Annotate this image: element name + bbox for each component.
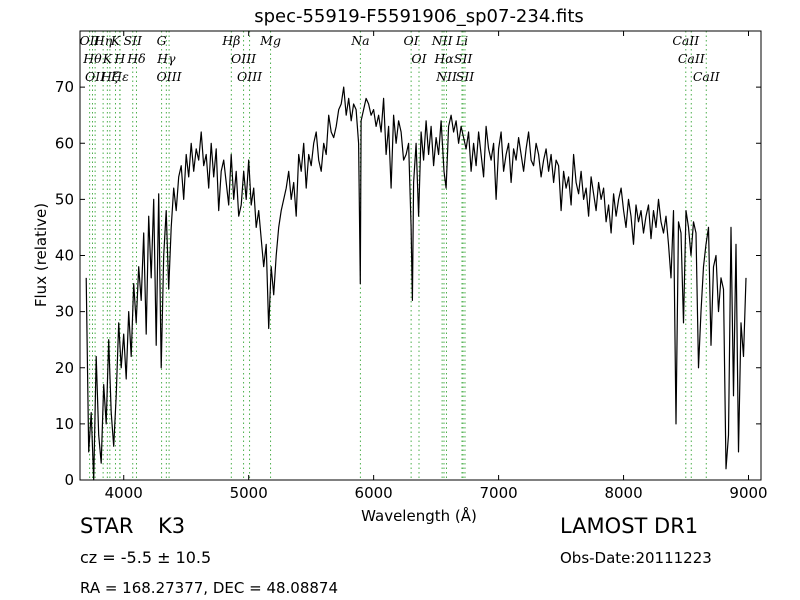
spectral-line-label: K xyxy=(110,33,121,48)
y-tick-label: 10 xyxy=(55,415,74,433)
x-tick-label: 9000 xyxy=(729,484,767,502)
y-axis-label: Flux (relative) xyxy=(32,203,50,307)
object-class: STAR xyxy=(80,514,134,538)
x-tick-label: 6000 xyxy=(355,484,393,502)
y-tick-label: 70 xyxy=(55,78,74,96)
x-tick-label: 5000 xyxy=(230,484,268,502)
plot-frame xyxy=(79,30,762,481)
spectrum-line xyxy=(85,86,747,481)
spectral-line-label: Na xyxy=(350,33,369,48)
spectral-line-label: SII xyxy=(454,51,474,66)
spectral-line-label: Li xyxy=(455,33,468,48)
spectral-line-label: Hδ xyxy=(126,51,145,66)
spectral-line-label: OIII xyxy=(157,69,183,84)
spectral-line-label: Hη xyxy=(93,33,113,48)
x-tick-label: 4000 xyxy=(105,484,143,502)
spectral-line-label: CaII xyxy=(672,33,700,48)
spectral-line-label: SII xyxy=(124,33,144,48)
spectral-line-label: H xyxy=(113,51,126,66)
spectral-line-label: G xyxy=(157,33,167,48)
x-axis-label: Wavelength (Å) xyxy=(361,506,477,525)
object-subclass: K3 xyxy=(158,514,186,538)
spectrum-series xyxy=(85,86,747,481)
x-tick-label: 8000 xyxy=(604,484,642,502)
y-tick-label: 60 xyxy=(55,134,74,152)
spectral-line-label: OI xyxy=(404,33,420,48)
spectral-line-label: NII xyxy=(435,69,458,84)
spectral-line-label: NII xyxy=(431,33,454,48)
spectral-line-label: Mg xyxy=(259,33,281,48)
spectral-line-label: OII xyxy=(85,69,106,84)
spectral-line-label: K xyxy=(102,51,113,66)
y-tick-label: 40 xyxy=(55,247,74,265)
spectral-line-label: SII xyxy=(456,69,476,84)
spectral-line-label: CaII xyxy=(678,51,706,66)
x-tick-label: 7000 xyxy=(480,484,518,502)
spectral-line-label: OII xyxy=(80,33,101,48)
spectral-line-labels: OIIHθOIIHηKHζKHHεSIIHδGHγOIIIHβOIIIOIIIM… xyxy=(80,33,721,84)
axis-ticks: 4000 5000 6000 7000 8000 9000 0 10 20 30 40 50 60 70 xyxy=(55,31,768,502)
spectral-line-label: OIII xyxy=(231,51,257,66)
spectral-line-label: OIII xyxy=(237,69,263,84)
observation-date: Obs-Date:20111223 xyxy=(560,549,712,567)
survey-name: LAMOST DR1 xyxy=(560,514,699,538)
spectral-line-label: CaII xyxy=(693,69,721,84)
redshift-value: cz = -5.5 ± 10.5 xyxy=(80,548,212,567)
y-tick-label: 30 xyxy=(55,303,74,321)
spectral-line-label: Hβ xyxy=(221,33,240,48)
y-tick-label: 0 xyxy=(64,471,74,489)
y-tick-label: 50 xyxy=(55,190,74,208)
spectral-line-label: Hε xyxy=(110,69,129,84)
sky-coordinates: RA = 168.27377, DEC = 48.08874 xyxy=(80,579,339,597)
y-tick-label: 20 xyxy=(55,359,74,377)
spectral-line-label: Hγ xyxy=(156,51,176,66)
spectral-line-label: OI xyxy=(411,51,427,66)
spectral-line-label: Hθ xyxy=(82,51,102,66)
chart-title: spec-55919-F5591906_sp07-234.fits xyxy=(254,6,584,27)
spectral-line-label: Hα xyxy=(433,51,454,66)
spectral-line-markers xyxy=(89,31,707,480)
spectral-line-label: Hζ xyxy=(100,69,120,84)
